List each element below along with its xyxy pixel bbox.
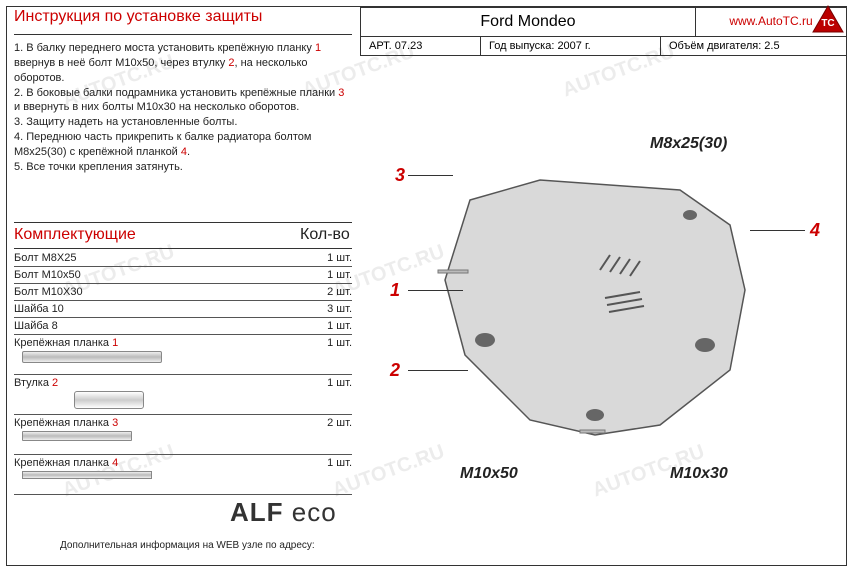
instructions-block: 1. В балку переднего моста установить кр… — [14, 34, 352, 175]
part-qty: 2 шт. — [302, 286, 352, 298]
table-row: Втулка 2 1 шт. — [14, 375, 352, 415]
label-m8: M8x25(30) — [650, 135, 727, 153]
planka-3-image — [22, 431, 132, 441]
part-name: Шайба 10 — [14, 303, 302, 315]
table-row: Крепёжная планка 3 2 шт. — [14, 415, 352, 455]
table-row: Болт М10Х302 шт. — [14, 284, 352, 301]
ref-3: 3 — [338, 87, 344, 99]
part-name: Втулка 2 — [14, 377, 302, 389]
part-name: Крепёжная планка 3 — [14, 417, 302, 429]
part-name: Болт М10х50 — [14, 269, 302, 281]
vtulka-image — [74, 391, 144, 409]
part-qty: 1 шт. — [302, 320, 352, 332]
callout-3: 3 — [395, 165, 405, 186]
part-ref: 2 — [52, 377, 58, 389]
part-qty: 1 шт. — [302, 337, 352, 349]
article-number: АРТ. 07.23 — [361, 37, 481, 55]
instr-3: 3. Защиту надеть на установленные болты. — [14, 116, 237, 128]
skid-plate-shape — [430, 170, 760, 440]
tc-logo-icon: TC — [811, 4, 845, 34]
divider — [14, 248, 352, 249]
arrow — [408, 370, 468, 371]
part-label: Втулка — [14, 377, 52, 389]
table-row: Крепёжная планка 4 1 шт. — [14, 455, 352, 495]
part-name: Шайба 8 — [14, 320, 302, 332]
ref-1: 1 — [315, 42, 321, 54]
part-ref: 1 — [112, 337, 118, 349]
instr-4b: . — [187, 146, 190, 158]
table-row: Болт М8Х251 шт. — [14, 250, 352, 267]
callout-4: 4 — [810, 220, 820, 241]
callout-1: 1 — [390, 280, 400, 301]
part-qty: 1 шт. — [302, 457, 352, 469]
part-name: Болт М8Х25 — [14, 252, 302, 264]
part-name: Крепёжная планка 4 — [14, 457, 302, 469]
engine-label: Объём двигателя: 2.5 — [661, 37, 846, 55]
arrow — [408, 175, 453, 176]
part-ref: 3 — [112, 417, 118, 429]
svg-text:TC: TC — [821, 18, 834, 29]
part-qty: 1 шт. — [302, 377, 352, 389]
table-row: Шайба 81 шт. — [14, 318, 352, 335]
label-m10-30: M10x30 — [670, 465, 728, 483]
part-name: Крепёжная планка 1 — [14, 337, 302, 349]
model-name: Ford Mondeo — [361, 8, 696, 36]
table-row: Шайба 103 шт. — [14, 301, 352, 318]
part-label: Крепёжная планка — [14, 337, 112, 349]
planka-4-image — [22, 471, 152, 479]
part-ref: 4 — [112, 457, 118, 469]
year-label: Год выпуска: 2007 г. — [481, 37, 661, 55]
instr-2b: и ввернуть в них болты М10х30 на несколь… — [14, 101, 299, 113]
diagram: 1 2 3 4 M8x25(30) M10x50 M10x30 — [370, 80, 840, 500]
instr-5: 5. Все точки крепления затянуть. — [14, 161, 183, 173]
footer-note: Дополнительная информация на WEB узле по… — [60, 540, 315, 551]
arrow — [408, 290, 463, 291]
instr-2a: 2. В боковые балки подрамника установить… — [14, 87, 338, 99]
part-qty: 1 шт. — [302, 269, 352, 281]
label-m10-50: M10x50 — [460, 465, 518, 483]
logo-eco: eco — [292, 497, 337, 527]
instr-1a: 1. В балку переднего моста установить кр… — [14, 42, 315, 54]
part-qty: 3 шт. — [302, 303, 352, 315]
arrow — [750, 230, 805, 231]
planka-1-image — [22, 351, 162, 363]
part-qty: 1 шт. — [302, 252, 352, 264]
instr-4a: 4. Переднюю часть прикрепить к балке рад… — [14, 131, 311, 158]
page-title: Инструкция по установке защиты — [14, 8, 262, 26]
instr-1b: ввернув в неё болт М10х50, через втулку — [14, 57, 228, 69]
callout-2: 2 — [390, 360, 400, 381]
spec-header: Ford Mondeo www.AutoTC.ru АРТ. 07.23 Год… — [360, 7, 846, 56]
brand-logo: ALF eco — [230, 497, 337, 528]
logo-alf: ALF — [230, 497, 284, 527]
divider — [14, 222, 352, 223]
parts-title: Комплектующие — [14, 226, 136, 244]
table-row: Болт М10х501 шт. — [14, 267, 352, 284]
table-row: Крепёжная планка 1 1 шт. — [14, 335, 352, 375]
part-label: Крепёжная планка — [14, 457, 112, 469]
part-qty: 2 шт. — [302, 417, 352, 429]
qty-title: Кол-во — [300, 226, 350, 244]
part-name: Болт М10Х30 — [14, 286, 302, 298]
part-label: Крепёжная планка — [14, 417, 112, 429]
parts-table: Болт М8Х251 шт. Болт М10х501 шт. Болт М1… — [14, 250, 352, 495]
